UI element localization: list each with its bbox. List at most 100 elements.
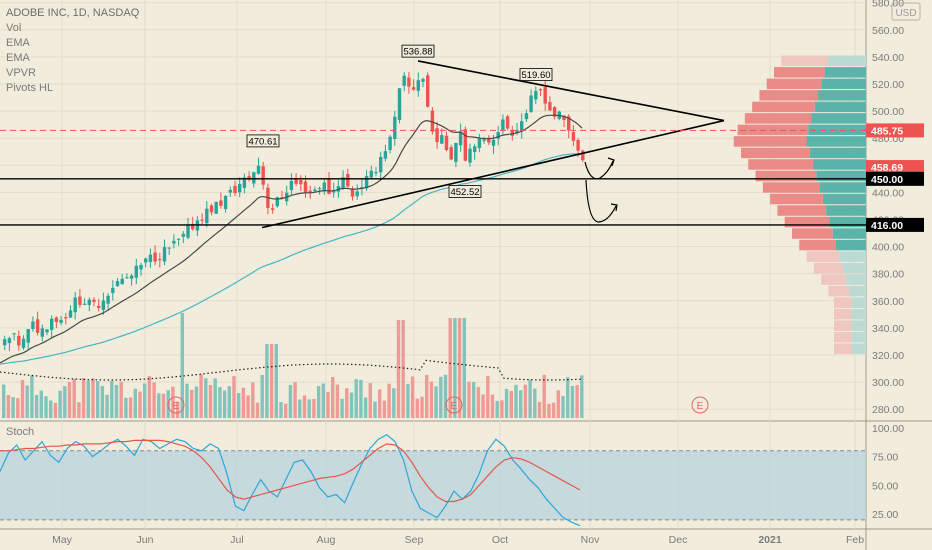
candle-body (534, 91, 538, 100)
volume-bar (537, 401, 542, 418)
volume-bar (20, 379, 25, 418)
candle-body (289, 180, 294, 191)
candle-body (134, 265, 138, 278)
candle-body (454, 142, 458, 162)
pivot-label-box-0 (246, 134, 280, 148)
volume-bar (462, 318, 466, 418)
candle-body (308, 190, 312, 193)
candle-body (463, 129, 467, 161)
currency-box (891, 2, 921, 21)
volume-bar (387, 383, 391, 418)
stoch-label[interactable]: Stoch (6, 426, 35, 438)
volume-bar (443, 374, 448, 418)
volume-bar (500, 400, 504, 418)
volume-bar (34, 395, 39, 418)
candle-body (374, 172, 378, 174)
volume-bar (420, 396, 424, 418)
candle-body (191, 223, 195, 230)
price-tag-box-3 (866, 171, 924, 186)
volume-bar (208, 385, 213, 418)
vp-down-bar-24 (774, 67, 825, 78)
volume-bar (288, 384, 293, 418)
x-tick-label-5: Oct (492, 534, 508, 546)
volume-bar (152, 382, 156, 418)
volume-bar (472, 381, 476, 418)
earnings-marker-label-0: E (173, 401, 180, 412)
vp-down-bar-6 (821, 274, 846, 285)
candle-body (341, 177, 345, 188)
vp-up-bar-23 (821, 78, 866, 90)
pivot-label-1: 536.88 (403, 47, 432, 58)
projection-arrowhead-1 (607, 157, 615, 167)
x-tick-label-8: 2021 (758, 534, 782, 546)
volume-bar (509, 390, 513, 418)
volume-bar (476, 387, 481, 418)
candle-body (496, 132, 500, 139)
vp-down-bar-23 (766, 78, 822, 90)
vp-up-bar-1 (851, 331, 866, 343)
legend-indicator-vpvr[interactable]: VPVR (6, 67, 36, 79)
trendline-upper (417, 60, 725, 122)
volume-bar (453, 318, 457, 418)
vp-up-bar-22 (818, 90, 866, 101)
y-tick-label-12: 520.00 (872, 79, 904, 91)
candle-body (144, 258, 148, 263)
candle-body (7, 338, 12, 344)
volume-bar (105, 394, 109, 418)
currency-label: USD (895, 8, 916, 19)
volume-bar (340, 398, 344, 418)
candle-body (383, 151, 388, 159)
candle-body (416, 80, 420, 91)
volume-bar (373, 401, 377, 418)
earnings-marker-circle-1 (445, 396, 463, 414)
candle-body (125, 277, 129, 279)
volume-bar (180, 313, 184, 418)
pivot-label-2: 519.60 (521, 70, 550, 81)
volume-bar (392, 388, 396, 418)
candle-body (176, 238, 181, 240)
volume-bar (566, 377, 570, 418)
vp-up-bar-25 (827, 55, 866, 67)
volume-bar (110, 380, 114, 418)
legend-indicator-vol[interactable]: Vol (6, 22, 22, 34)
legend-indicator-pivots[interactable]: Pivots HL (6, 82, 54, 94)
volume-bar (279, 402, 283, 418)
earnings-marker-label-1: E (451, 401, 458, 412)
volume-bar (429, 381, 434, 418)
candle-body (369, 170, 373, 178)
candle-body (571, 132, 576, 141)
candle-body (440, 135, 444, 144)
stoch-tick-label-0: 25.00 (872, 509, 898, 521)
volume-bar (16, 398, 20, 418)
volume-bar (307, 399, 311, 418)
volume-bar (44, 396, 48, 418)
vp-down-bar-17 (741, 147, 810, 159)
candle-body (73, 297, 77, 313)
legend-indicator-ema-1[interactable]: EMA (6, 37, 30, 49)
vp-up-bar-11 (829, 216, 866, 228)
volume-bar (58, 390, 62, 418)
volume-bar (67, 381, 72, 418)
volume-bar (227, 386, 231, 418)
volume-bar (251, 382, 255, 418)
trendline-lower (261, 119, 725, 229)
vp-up-bar-9 (835, 239, 866, 251)
y-tick-label-3: 340.00 (872, 323, 904, 335)
candle-body (78, 296, 82, 305)
vp-up-bar-14 (819, 182, 866, 193)
vp-up-bar-7 (842, 262, 866, 274)
volume-bar (53, 402, 58, 418)
legend-indicator-ema-2[interactable]: EMA (6, 52, 30, 64)
volume-bar (199, 374, 203, 418)
candle-body (548, 102, 552, 111)
candle-body (576, 139, 580, 151)
candle-body (3, 339, 7, 346)
volume-bar (194, 386, 199, 418)
legend-symbol[interactable]: ADOBE INC, 1D, NASDAQ (6, 7, 140, 19)
volume-bar (143, 383, 147, 418)
candle-body (524, 113, 529, 120)
volume-bar (514, 384, 518, 418)
vp-up-bar-6 (845, 274, 866, 285)
candle-body (101, 300, 106, 310)
volume-bar (72, 378, 76, 418)
